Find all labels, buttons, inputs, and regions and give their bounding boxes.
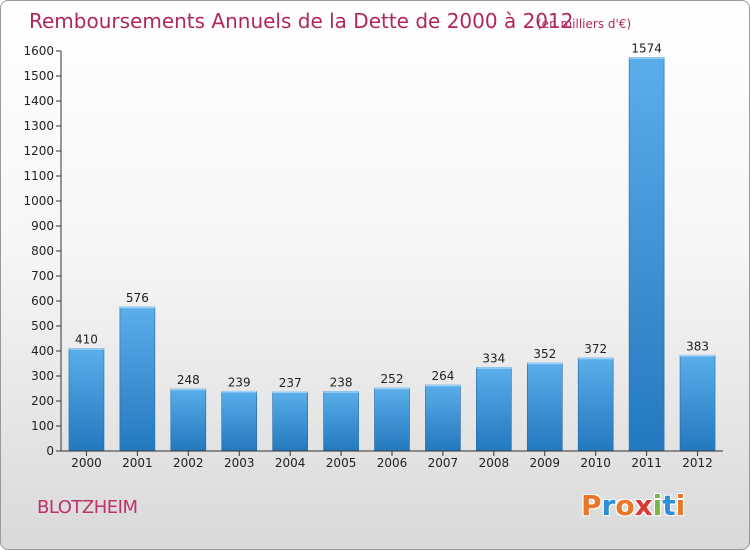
bars-group: 410 576 248 239 237 238 252 264 334 352 372 1574 383 [68, 42, 716, 452]
logo-letter: o [615, 489, 635, 522]
bar [119, 306, 156, 452]
bar-value-label: 372 [584, 342, 607, 356]
bar-value-label: 1574 [631, 42, 662, 56]
x-tick-label: 2005 [326, 456, 357, 470]
chart-title: Remboursements Annuels de la Dette de 20… [29, 9, 573, 33]
x-tick-label: 2011 [631, 456, 662, 470]
y-tick-label: 1600 [23, 44, 54, 58]
x-tick-label: 2007 [428, 456, 459, 470]
bar-value-label: 410 [75, 333, 98, 347]
bar-value-label: 264 [431, 369, 454, 383]
x-tick-label: 2000 [71, 456, 102, 470]
bar [679, 354, 716, 452]
bar [628, 57, 665, 452]
logo-letter: i [652, 489, 663, 522]
x-tick-label: 2006 [377, 456, 408, 470]
bar-value-label: 383 [686, 339, 709, 353]
y-tick-label: 500 [31, 319, 54, 333]
bar-value-label: 237 [279, 376, 302, 390]
logo-letter: P [581, 489, 602, 522]
logo-letter: t [662, 489, 676, 522]
y-tick-label: 0 [46, 444, 54, 458]
x-tick-label: 2001 [122, 456, 153, 470]
y-tick-label: 100 [31, 419, 54, 433]
y-tick-label: 1500 [23, 69, 54, 83]
y-tick-label: 1100 [23, 169, 54, 183]
bar [526, 362, 563, 452]
y-tick-label: 1300 [23, 119, 54, 133]
y-tick-label: 200 [31, 394, 54, 408]
bar [170, 388, 207, 452]
y-tick-label: 800 [31, 244, 54, 258]
bar-value-label: 352 [533, 347, 556, 361]
x-tick-label: 2009 [529, 456, 560, 470]
y-tick-label: 1200 [23, 144, 54, 158]
proxiti-logo[interactable]: Proxiti [581, 489, 685, 522]
y-tick-label: 1000 [23, 194, 54, 208]
bar [221, 390, 258, 452]
bar [272, 391, 308, 452]
bar [577, 357, 614, 452]
chart-title-text: Remboursements Annuels de la Dette de 20… [29, 9, 574, 33]
bar-value-label: 334 [482, 352, 505, 366]
y-tick-label: 400 [31, 344, 54, 358]
bar-value-label: 576 [126, 291, 149, 305]
bar-value-label: 239 [228, 375, 251, 389]
x-tick-label: 2002 [173, 456, 204, 470]
y-tick-label: 300 [31, 369, 54, 383]
bar-value-label: 238 [330, 376, 353, 390]
bar [374, 387, 410, 452]
bar [476, 367, 512, 452]
y-tick-label: 900 [31, 219, 54, 233]
x-tick-label: 2004 [275, 456, 306, 470]
x-tick-label: 2010 [580, 456, 611, 470]
chart-unit-note: (en milliers d'€) [537, 17, 632, 31]
logo-letter: i [675, 489, 686, 522]
axes-group: 0 100 200 300 400 500 600 700 800 900 1000 1100 1200… [23, 44, 723, 470]
bar [68, 348, 105, 452]
x-tick-label: 2003 [224, 456, 255, 470]
bar-value-label: 248 [177, 373, 200, 387]
y-tick-label: 1400 [23, 94, 54, 108]
bar [323, 391, 359, 452]
logo-letter: x [634, 489, 653, 522]
logo-letter: r [601, 489, 616, 522]
bar-value-label: 252 [381, 372, 404, 386]
y-tick-label: 600 [31, 294, 54, 308]
x-tick-label: 2008 [479, 456, 510, 470]
x-tick-label: 2012 [682, 456, 713, 470]
city-name: BLOTZHEIM [37, 497, 138, 518]
bar [425, 384, 461, 452]
y-tick-label: 700 [31, 269, 54, 283]
